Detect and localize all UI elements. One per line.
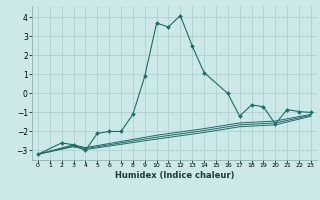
X-axis label: Humidex (Indice chaleur): Humidex (Indice chaleur) — [115, 171, 234, 180]
